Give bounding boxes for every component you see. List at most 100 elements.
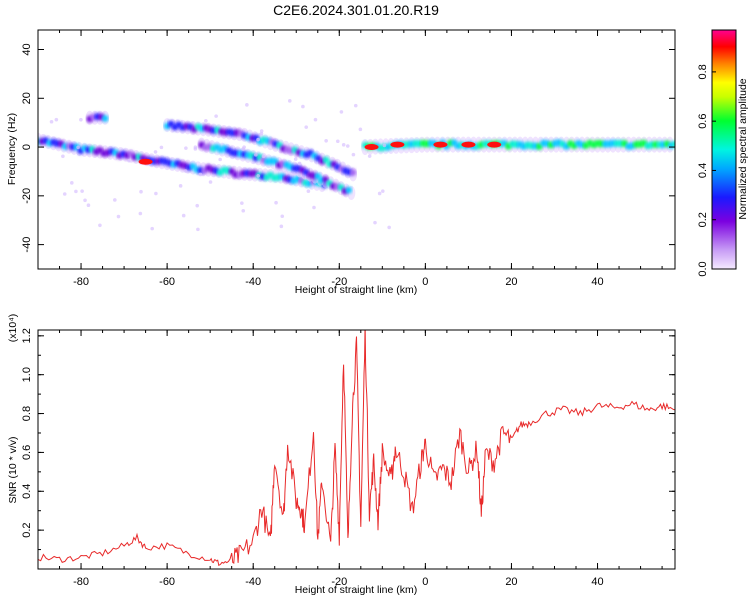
y-tick-label: 20 xyxy=(21,92,33,104)
spectral-speckle xyxy=(341,143,346,147)
colorbar xyxy=(711,29,737,270)
colorbar-tick-label: 0.6 xyxy=(697,114,709,129)
x-tick-label: -40 xyxy=(245,576,261,588)
spectral-speckle xyxy=(345,144,350,148)
spectral-speckle xyxy=(339,110,344,114)
snr-y-label: SNR (10 * v/v) xyxy=(7,436,19,503)
x-tick-label: 40 xyxy=(591,576,603,588)
spectral-speckle xyxy=(351,152,356,157)
snr-y-scale-label: (x10⁴) xyxy=(7,314,19,342)
spectral-speckle xyxy=(313,117,318,122)
spectral-speckle xyxy=(353,103,358,108)
spectral-speckle xyxy=(256,137,260,142)
spectral-peak xyxy=(364,144,379,151)
spectral-speckle xyxy=(218,157,222,162)
snr-x-label: Height of straight line (km) xyxy=(295,584,418,596)
spectral-speckle xyxy=(153,150,158,154)
spectral-speckle xyxy=(193,147,198,151)
y-tick-label: 40 xyxy=(21,43,33,55)
spectral-speckle xyxy=(279,224,284,229)
spectral-speckle xyxy=(259,129,264,133)
spectral-speckle xyxy=(241,147,246,151)
spectral-speckle xyxy=(76,145,80,150)
spectral-speckle xyxy=(387,225,391,230)
y-tick-label: -40 xyxy=(21,237,33,253)
spectral-speckle xyxy=(214,114,218,118)
x-tick-label: 20 xyxy=(505,576,517,588)
snr-axes: -80 -60 -40 -20 0 20 40 0.2 0.4 0.6 0.8 1.0 1.2 xyxy=(21,328,675,588)
colorbar-tick-label: 0.8 xyxy=(697,64,709,79)
spectral-speckle xyxy=(83,198,87,203)
spectral-speckle xyxy=(274,200,278,205)
spectral-speckle xyxy=(324,138,328,143)
spectral-speckle xyxy=(241,208,246,213)
spectral-speckle xyxy=(80,189,84,193)
spectral-speckle xyxy=(154,191,158,196)
spectral-speckle xyxy=(367,154,372,158)
x-tick-label: -20 xyxy=(331,276,347,288)
snr-frame xyxy=(37,329,676,570)
spectral-speckle xyxy=(287,99,292,103)
spectral-speckle xyxy=(54,117,59,122)
x-tick-label: 40 xyxy=(591,276,603,288)
spectral-speckle xyxy=(113,198,117,202)
y-tick-label: 0.8 xyxy=(21,406,33,421)
spectral-speckle xyxy=(304,125,309,129)
spectral-speckle xyxy=(254,153,258,157)
spectral-speckle xyxy=(293,157,298,161)
spectral-peak xyxy=(461,141,476,148)
x-tick-label: -80 xyxy=(73,576,89,588)
spectral-speckle xyxy=(312,205,316,210)
y-tick-label: 0.6 xyxy=(21,445,33,460)
spectral-speckle xyxy=(86,203,91,208)
spectrogram-y-label: Frequency (Hz) xyxy=(6,113,18,185)
spectral-speckle xyxy=(79,117,83,122)
spectral-speckle xyxy=(280,214,285,219)
spectral-speckle xyxy=(358,127,363,132)
spectral-speckle xyxy=(382,143,387,148)
x-tick-label: 0 xyxy=(422,576,428,588)
spectral-speckle xyxy=(208,180,213,184)
colorbar-tick-label: 0.2 xyxy=(697,212,709,227)
spectral-speckle xyxy=(74,189,78,194)
spectral-speckle xyxy=(178,184,183,188)
spectral-speckle xyxy=(256,173,261,178)
spectral-speckle xyxy=(377,191,382,196)
spectral-speckle xyxy=(61,154,65,159)
spectral-speckle xyxy=(150,226,154,231)
spectral-speckle xyxy=(195,203,200,208)
spectral-cell xyxy=(349,169,357,176)
y-tick-label: -20 xyxy=(21,188,33,204)
x-tick-label: -80 xyxy=(73,276,89,288)
spectral-speckle xyxy=(204,118,208,123)
spectral-speckle xyxy=(159,145,164,150)
spectral-speckle xyxy=(373,220,377,225)
x-tick-label: 0 xyxy=(422,276,428,288)
spectral-peak xyxy=(487,141,502,148)
spectral-speckle xyxy=(306,189,311,194)
spectral-speckle xyxy=(261,154,266,159)
spectral-speckle xyxy=(335,139,340,144)
spectral-speckle xyxy=(196,227,200,232)
spectral-speckle xyxy=(62,192,67,196)
spectrogram-axes: -80 -60 -40 -20 0 20 40 -40 -20 0 20 40 xyxy=(21,30,675,288)
spectral-cell xyxy=(101,115,109,122)
spectral-speckle xyxy=(198,172,203,177)
spectrogram-frame xyxy=(37,29,676,270)
spectral-speckle xyxy=(181,213,186,218)
spectral-speckle xyxy=(138,211,143,216)
spectral-speckle xyxy=(49,119,54,124)
colorbar-label: Normalized spectral amplitude xyxy=(737,78,749,219)
spectral-speckle xyxy=(297,161,302,166)
spectrogram-x-label: Height of straight line (km) xyxy=(295,284,418,296)
y-tick-label: 1.0 xyxy=(21,367,33,382)
spectral-cell xyxy=(671,140,675,148)
spectral-speckle xyxy=(245,103,249,107)
spectral-speckle xyxy=(259,131,264,136)
spectral-peak xyxy=(138,158,153,165)
spectral-speckle xyxy=(98,223,102,228)
y-tick-label: 1.2 xyxy=(21,328,33,343)
spectrogram-area xyxy=(38,99,675,232)
x-tick-label: -60 xyxy=(159,276,175,288)
